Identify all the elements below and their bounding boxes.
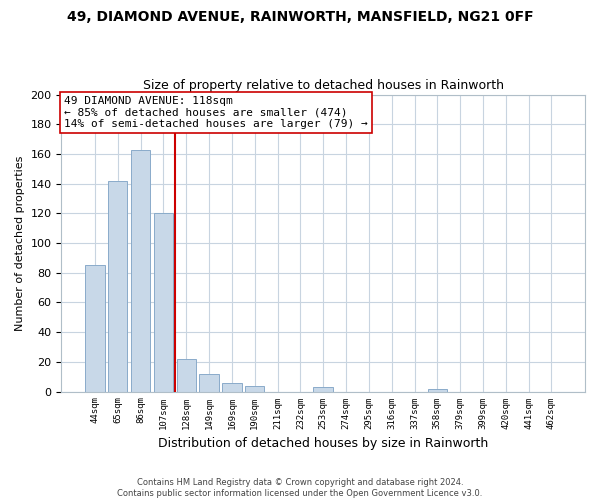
Text: 49 DIAMOND AVENUE: 118sqm
← 85% of detached houses are smaller (474)
14% of semi: 49 DIAMOND AVENUE: 118sqm ← 85% of detac… [64, 96, 368, 129]
Y-axis label: Number of detached properties: Number of detached properties [15, 156, 25, 330]
Bar [245, 386, 265, 392]
Title: Size of property relative to detached houses in Rainworth: Size of property relative to detached ho… [143, 79, 504, 92]
Bar [313, 387, 333, 392]
Bar [222, 382, 242, 392]
Bar [176, 359, 196, 392]
Text: Contains HM Land Registry data © Crown copyright and database right 2024.
Contai: Contains HM Land Registry data © Crown c… [118, 478, 482, 498]
Bar [428, 388, 447, 392]
Bar [154, 214, 173, 392]
X-axis label: Distribution of detached houses by size in Rainworth: Distribution of detached houses by size … [158, 437, 488, 450]
Bar [85, 266, 104, 392]
Bar [108, 180, 127, 392]
Bar [131, 150, 150, 392]
Text: 49, DIAMOND AVENUE, RAINWORTH, MANSFIELD, NG21 0FF: 49, DIAMOND AVENUE, RAINWORTH, MANSFIELD… [67, 10, 533, 24]
Bar [199, 374, 219, 392]
